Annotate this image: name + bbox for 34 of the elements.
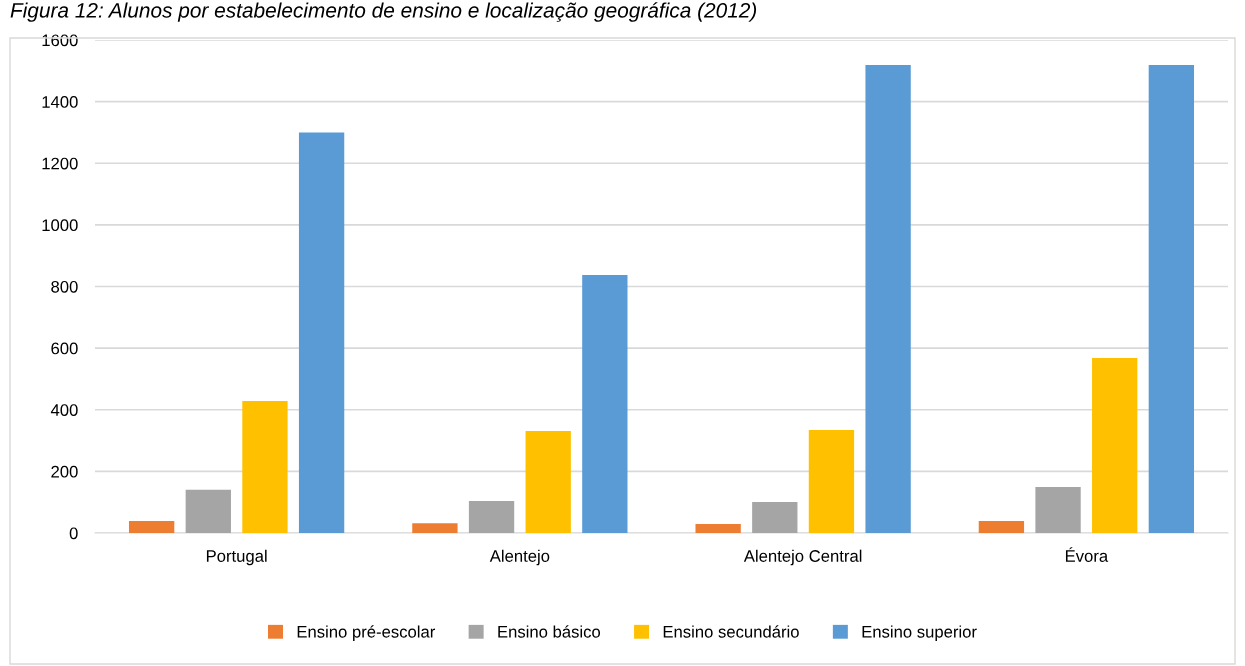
bar — [468, 500, 515, 533]
y-tick-label: 1000 — [42, 219, 78, 232]
x-tick-label: Alentejo — [489, 549, 550, 566]
bar — [752, 501, 798, 533]
bar — [298, 132, 345, 533]
legend-label: Ensino básico — [498, 625, 601, 638]
chart-title: Figura 12: Alunos por estabelecimento de ensino e localização geográfica (2012) — [10, 2, 757, 22]
y-tick-label: 600 — [51, 342, 78, 355]
bar — [978, 520, 1025, 533]
legend-label: Ensino superior — [862, 625, 977, 641]
y-tick-label: 400 — [50, 404, 78, 416]
x-tick-label: Évora — [1065, 547, 1109, 562]
bar — [1035, 487, 1081, 533]
y-tick-label: 200 — [51, 465, 78, 478]
bar — [582, 275, 628, 533]
legend-label: Ensino secundário — [663, 625, 799, 638]
bar — [695, 524, 741, 533]
bar — [185, 489, 231, 533]
bar — [865, 64, 911, 533]
y-tick-label: 1200 — [42, 157, 78, 170]
y-tick-label: 1400 — [42, 96, 78, 108]
bar — [808, 430, 855, 533]
bar — [412, 523, 458, 533]
x-tick-label: Alentejo Central — [743, 549, 862, 566]
y-tick-label: 800 — [51, 280, 78, 293]
bar — [1148, 64, 1195, 533]
y-tick-label: 0 — [69, 527, 78, 540]
bar — [128, 520, 175, 533]
x-tick-label: Portugal — [206, 549, 267, 566]
bar — [525, 431, 571, 533]
legend-label: Ensino pré-escolar — [297, 625, 436, 641]
bar — [1092, 357, 1138, 533]
y-tick-label: 1600 — [42, 34, 78, 47]
bar — [242, 401, 288, 533]
